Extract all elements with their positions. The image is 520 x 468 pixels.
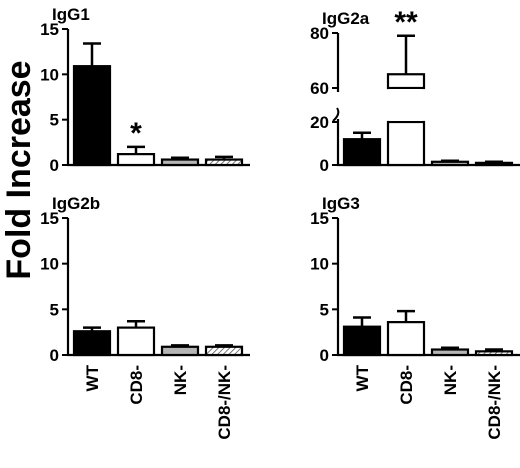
bar-cd8: [386, 321, 426, 357]
x-category-label: CD8-: [397, 365, 416, 405]
x-category-label: NK-: [441, 365, 460, 395]
chart-panels: IgG1 0 5 10 15 * IgG2a 0 20 60 80 ** IgG2b 0 5 10 15 WT CD…: [40, 5, 520, 440]
y-tick-label: 5: [320, 300, 329, 319]
panel-igg1: IgG1 0 5 10 15 *: [40, 5, 250, 175]
bar-nk: [160, 158, 200, 167]
bar-wt: [342, 325, 382, 357]
panel-igg2b: IgG2b 0 5 10 15 WT CD8- NK- CD8-/NK-: [40, 194, 250, 440]
bar-cd8-nk: [204, 345, 244, 357]
y-axis-title: Fold Increase: [0, 60, 38, 279]
y-tick-label: 5: [50, 300, 59, 319]
bar-wt: [72, 65, 112, 167]
y-tick-label: 60: [310, 79, 329, 98]
bar-wt: [72, 330, 112, 357]
bar-nk: [160, 345, 200, 357]
y-tick-label: 0: [320, 156, 329, 175]
break-gap: [389, 89, 423, 121]
panel-title: IgG2b: [52, 194, 100, 213]
bar-cd8-upper: [386, 73, 426, 90]
bar-nk: [430, 160, 470, 167]
y-tick-label: 20: [310, 113, 329, 132]
x-category-label: WT: [353, 364, 372, 391]
bar-cd8: [116, 153, 156, 167]
bar-cd8: [386, 120, 426, 167]
y-tick-label: 80: [310, 24, 329, 43]
axis-break-mark: [332, 107, 340, 122]
bar-cd8-nk: [204, 158, 244, 167]
significance-marker: *: [130, 117, 142, 150]
x-category-label: WT: [83, 364, 102, 391]
panel-title: IgG2a: [322, 9, 370, 28]
bar-cd8: [116, 326, 156, 357]
x-category-label: CD8-/NK-: [215, 365, 234, 440]
y-tick-label: 5: [50, 111, 59, 130]
panel-title: IgG1: [52, 5, 90, 24]
y-tick-label: 0: [50, 156, 59, 175]
y-tick-label: 15: [40, 209, 59, 228]
panel-igg3: IgG3 0 5 10 15 WT CD8- NK- CD8-/NK-: [310, 194, 520, 440]
panel-igg2a: IgG2a 0 20 60 80 **: [310, 6, 520, 175]
bar-cd8-nk: [474, 350, 514, 357]
y-tick-label: 10: [40, 255, 59, 274]
y-tick-label: 0: [320, 346, 329, 365]
significance-marker: **: [394, 6, 418, 39]
x-category-label: NK-: [171, 365, 190, 395]
y-tick-label: 15: [310, 209, 329, 228]
y-tick-label: 15: [40, 20, 59, 39]
x-category-label: CD8-: [127, 365, 146, 405]
y-tick-label: 10: [40, 65, 59, 84]
bar-nk: [430, 348, 470, 357]
panel-title: IgG3: [322, 194, 360, 213]
y-tick-label: 0: [50, 346, 59, 365]
y-tick-label: 10: [310, 255, 329, 274]
bar-cd8-nk: [474, 161, 514, 167]
x-category-label: CD8-/NK-: [485, 365, 504, 440]
bar-wt: [342, 138, 382, 167]
